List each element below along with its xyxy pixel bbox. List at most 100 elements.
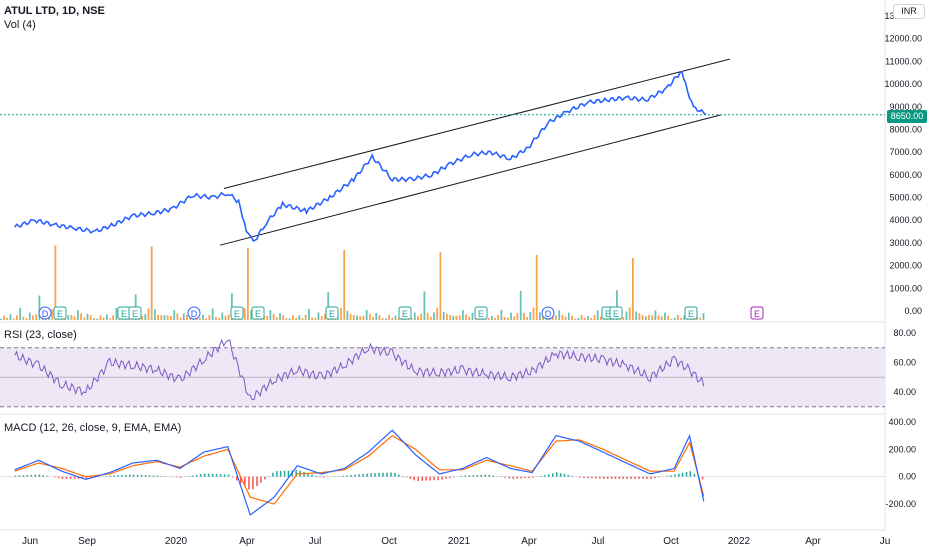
macd-histogram-bar <box>405 476 408 478</box>
volume-bar <box>644 316 647 320</box>
rsi-line <box>14 338 705 401</box>
volume-label[interactable]: Vol (4) <box>4 19 36 31</box>
volume-bar <box>0 318 2 321</box>
price-axis-tick: 10000.00 <box>884 79 922 89</box>
macd-histogram-bar <box>520 476 522 479</box>
volume-bar <box>35 314 38 320</box>
volume-bar <box>369 314 371 320</box>
x-axis-label: Apr <box>805 536 821 547</box>
macd-histogram-bar <box>540 475 542 477</box>
macd-histogram-bar <box>283 470 286 477</box>
symbol-title[interactable]: ATUL LTD, 1D, NSE <box>4 5 105 17</box>
x-axis-label: Sep <box>78 536 96 547</box>
price-axis-tick: 9000.00 <box>889 102 922 112</box>
volume-bar <box>324 314 326 320</box>
macd-histogram-bar <box>591 476 593 479</box>
volume-bar <box>308 308 310 320</box>
volume-bar <box>628 307 631 320</box>
macd-histogram-bar <box>354 474 356 477</box>
volume-bar <box>426 312 429 320</box>
x-axis-label: Jul <box>592 536 605 547</box>
volume-bar <box>141 315 143 320</box>
volume-bar <box>311 317 313 320</box>
macd-histogram-bar <box>556 472 558 477</box>
macd-histogram-bar <box>544 475 546 477</box>
macd-histogram-bar <box>654 476 656 479</box>
macd-histogram-bar <box>303 472 305 477</box>
macd-histogram-bar <box>599 476 601 479</box>
volume-bar <box>449 315 451 320</box>
volume-bar <box>189 318 192 320</box>
macd-label[interactable]: MACD (12, 26, close, 9, EMA, EMA) <box>4 422 182 434</box>
macd-histogram-bar <box>468 475 471 477</box>
volume-bar <box>699 317 702 320</box>
volume-bar <box>452 315 455 320</box>
macd-histogram-bar <box>472 475 475 477</box>
macd-histogram-bar <box>140 474 143 477</box>
macd-histogram-bar <box>65 476 68 479</box>
volume-bar <box>147 308 150 320</box>
dividend-marker-label: D <box>42 309 49 319</box>
price-axis-tick: 0.00 <box>904 306 922 316</box>
dividend-marker-label: D <box>545 309 552 319</box>
volume-bar <box>510 312 512 320</box>
macd-histogram-bar <box>22 475 25 477</box>
rsi-axis-tick: 80.00 <box>893 328 916 338</box>
macd-histogram-bar <box>610 476 613 479</box>
volume-bar <box>359 316 362 320</box>
volume-bar <box>590 317 593 320</box>
volume-bar <box>352 315 355 320</box>
volume-bar <box>648 314 650 320</box>
volume-bar <box>577 318 580 320</box>
macd-histogram-bar <box>658 476 660 478</box>
macd-histogram-bar <box>61 476 64 479</box>
channel-line <box>223 58 730 189</box>
volume-bar <box>19 307 22 320</box>
macd-histogram-bar <box>504 476 506 478</box>
earnings-marker-label: E <box>121 309 127 319</box>
volume-bar <box>295 317 297 320</box>
macd-histogram-bar <box>622 476 624 479</box>
earnings-marker <box>230 306 244 320</box>
volume-bar <box>397 318 400 320</box>
macd-histogram-bar <box>642 476 644 479</box>
rsi-axis-tick: 60.00 <box>893 358 916 368</box>
volume-bar <box>574 318 577 320</box>
macd-histogram-bar <box>595 476 597 479</box>
macd-histogram-bar <box>445 476 447 479</box>
volume-bar <box>523 313 525 320</box>
volume-bar <box>413 312 416 320</box>
macd-histogram-bar <box>97 476 100 478</box>
volume-bar <box>93 317 95 320</box>
volume-bar <box>596 310 599 320</box>
macd-histogram-bar <box>433 476 435 481</box>
volume-bar <box>680 318 682 320</box>
volume-bar <box>372 316 374 320</box>
macd-histogram-bar <box>579 476 581 478</box>
volume-bar <box>173 310 176 320</box>
macd-histogram-bar <box>77 476 80 479</box>
volume-bar <box>356 315 358 320</box>
volume-bar <box>202 314 204 320</box>
macd-histogram-bar <box>152 475 155 477</box>
volume-bar <box>394 315 397 320</box>
upcoming-earnings-marker <box>750 306 764 320</box>
volume-bar <box>211 308 214 320</box>
volume-bar <box>580 315 583 320</box>
macd-histogram-bar <box>650 476 652 479</box>
macd-histogram-bar <box>34 474 37 477</box>
macd-histogram-bar <box>287 470 290 477</box>
macd-histogram-bar <box>268 476 270 477</box>
rsi-label[interactable]: RSI (23, close) <box>4 329 77 341</box>
macd-histogram-bar <box>571 475 573 477</box>
macd-histogram-bar <box>136 474 139 477</box>
currency-badge[interactable]: INR <box>893 4 925 19</box>
macd-histogram-bar <box>231 476 234 478</box>
volume-bar <box>208 315 211 320</box>
macd-histogram-bar <box>69 476 72 479</box>
macd-histogram-bar <box>413 476 415 481</box>
volume-bar <box>635 311 638 320</box>
volume-bar <box>218 318 220 320</box>
volume-bar <box>423 291 426 320</box>
